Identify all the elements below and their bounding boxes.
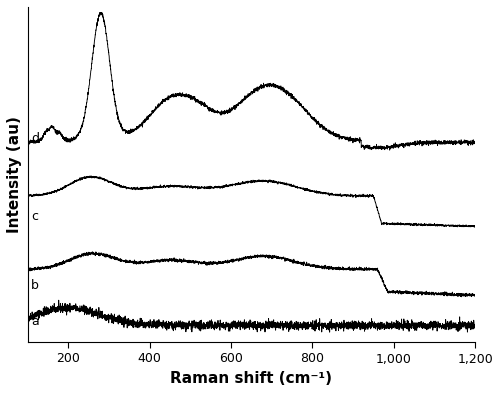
Text: a: a [31, 315, 38, 328]
Y-axis label: Intensity (au): Intensity (au) [7, 116, 22, 233]
Text: d: d [31, 132, 39, 145]
X-axis label: Raman shift (cm⁻¹): Raman shift (cm⁻¹) [170, 371, 332, 386]
Text: c: c [31, 210, 38, 223]
Text: b: b [31, 279, 38, 292]
